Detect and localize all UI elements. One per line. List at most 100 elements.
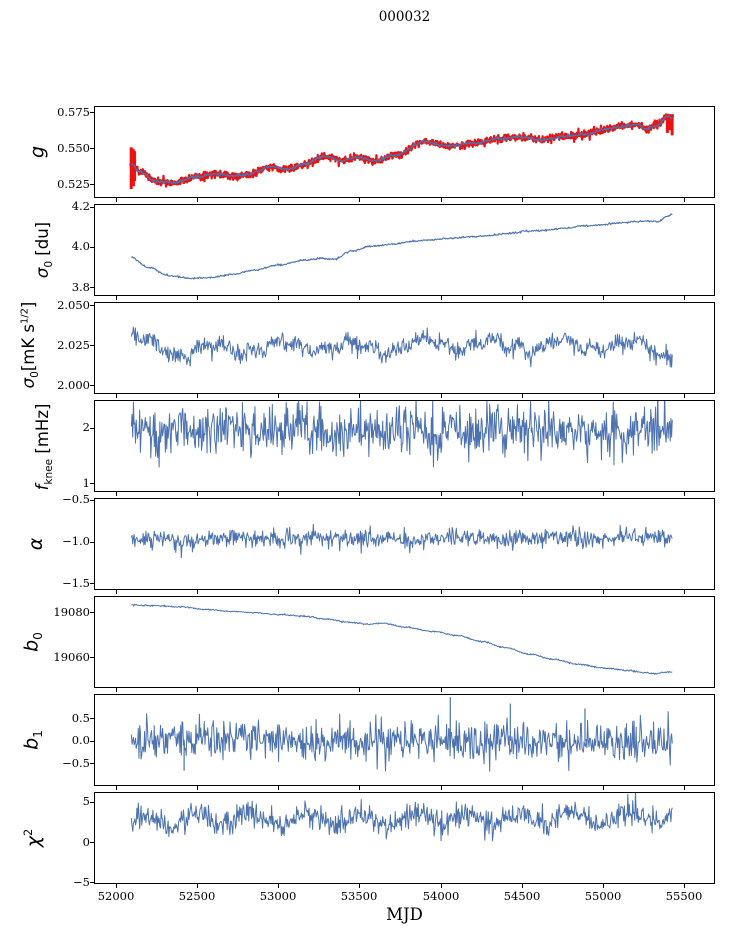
y-tick-label: 2.000 [57, 378, 90, 392]
ylabel-sigma0-mK-text: σ [18, 377, 38, 389]
figure-title: 000032 [378, 9, 431, 25]
y-tick-label: 2.050 [57, 298, 90, 312]
x-tick-mark [441, 492, 442, 496]
x-tick-mark [603, 198, 604, 202]
x-tick-mark [116, 492, 117, 496]
x-tick-mark [441, 394, 442, 398]
ylabel-b0-text: b [20, 639, 43, 652]
x-tick-label: 54500 [503, 889, 541, 903]
y-tick-label: 0.525 [57, 177, 90, 191]
y-tick-mark [90, 247, 94, 248]
ylabel-sigma0-du-text: σ [32, 267, 52, 279]
ylabel-sigma0-du: σ0 [du] [32, 221, 56, 279]
x-tick-mark [116, 688, 117, 692]
ylabel-f-knee-text: f [32, 484, 52, 491]
x-tick-mark [603, 884, 604, 888]
subplot-alpha [94, 498, 715, 590]
y-tick-label: 2 [82, 420, 90, 434]
subplot-sigma0-du [94, 204, 715, 296]
x-tick-mark [441, 688, 442, 692]
x-tick-mark [197, 394, 198, 398]
y-tick-label: 0.575 [57, 105, 90, 119]
subplot-b1 [94, 694, 715, 786]
x-tick-mark [197, 296, 198, 300]
x-tick-mark [684, 688, 685, 692]
ylabel-alpha: α [23, 538, 49, 551]
x-tick-mark [522, 590, 523, 594]
x-tick-label: 55000 [584, 889, 622, 903]
y-tick-mark [90, 612, 94, 613]
x-tick-mark [684, 590, 685, 594]
x-tick-mark [684, 394, 685, 398]
x-tick-mark [197, 198, 198, 202]
y-tick-label: −1.5 [62, 576, 90, 590]
y-tick-mark [90, 428, 94, 429]
y-tick-mark [90, 207, 94, 208]
y-tick-mark [90, 148, 94, 149]
x-tick-mark [684, 296, 685, 300]
y-tick-mark [90, 583, 94, 584]
y-tick-label: −1.0 [62, 534, 90, 548]
x-tick-mark [522, 688, 523, 692]
y-tick-label: −0.5 [62, 492, 90, 506]
x-tick-mark [603, 296, 604, 300]
y-tick-mark [90, 287, 94, 288]
ylabel-sigma0-mK: σ0[mK s1/2] [18, 301, 42, 389]
x-tick-mark [116, 786, 117, 790]
ylabel-b1-text: b [20, 737, 43, 750]
ylabel-chi2-text: χ [22, 836, 45, 848]
y-tick-label: 1 [82, 476, 90, 490]
x-tick-mark [522, 296, 523, 300]
x-tick-mark [197, 786, 198, 790]
y-tick-mark [90, 483, 94, 484]
subplot-f-knee [94, 400, 715, 492]
y-tick-mark [90, 882, 94, 883]
x-tick-mark [359, 198, 360, 202]
y-tick-label: 4.2 [71, 199, 90, 213]
ylabel-g: g [25, 146, 51, 158]
x-tick-mark [441, 884, 442, 888]
y-tick-mark [90, 112, 94, 113]
x-tick-mark [441, 786, 442, 790]
subplot-b0 [94, 596, 715, 688]
y-tick-mark [90, 305, 94, 306]
x-tick-mark [359, 492, 360, 496]
x-tick-mark [116, 198, 117, 202]
x-tick-mark [522, 884, 523, 888]
y-tick-label: 0.0 [71, 733, 90, 747]
y-tick-mark [90, 345, 94, 346]
ylabel-b1: b1 [20, 730, 46, 750]
y-tick-label: −5 [73, 875, 90, 889]
x-tick-label: 52000 [97, 889, 135, 903]
x-tick-mark [197, 688, 198, 692]
x-tick-mark [116, 590, 117, 594]
x-tick-mark [603, 688, 604, 692]
x-tick-mark [603, 590, 604, 594]
y-tick-label: 5 [82, 794, 90, 808]
y-tick-mark [90, 802, 94, 803]
y-tick-label: −0.5 [62, 756, 90, 770]
x-tick-label: 54000 [422, 889, 460, 903]
x-tick-mark [359, 884, 360, 888]
x-tick-mark [278, 786, 279, 790]
subplot-chi2 [94, 792, 715, 884]
x-tick-mark [197, 884, 198, 888]
x-tick-mark [359, 296, 360, 300]
x-tick-mark [603, 492, 604, 496]
ylabel-alpha-text: α [24, 537, 47, 551]
y-tick-mark [90, 542, 94, 543]
x-tick-mark [116, 884, 117, 888]
x-tick-mark [522, 786, 523, 790]
x-tick-mark [684, 492, 685, 496]
y-tick-label: 4.0 [71, 239, 90, 253]
ylabel-chi2: χ2 [20, 828, 45, 848]
x-tick-label: 55500 [665, 889, 703, 903]
ylabel-f-knee: fknee [mHz] [32, 403, 56, 491]
subplot-g [94, 106, 715, 198]
x-axis-label: MJD [386, 905, 423, 924]
x-tick-mark [278, 492, 279, 496]
subplot-sigma0-mK [94, 302, 715, 394]
x-tick-mark [684, 786, 685, 790]
y-tick-mark [90, 385, 94, 386]
